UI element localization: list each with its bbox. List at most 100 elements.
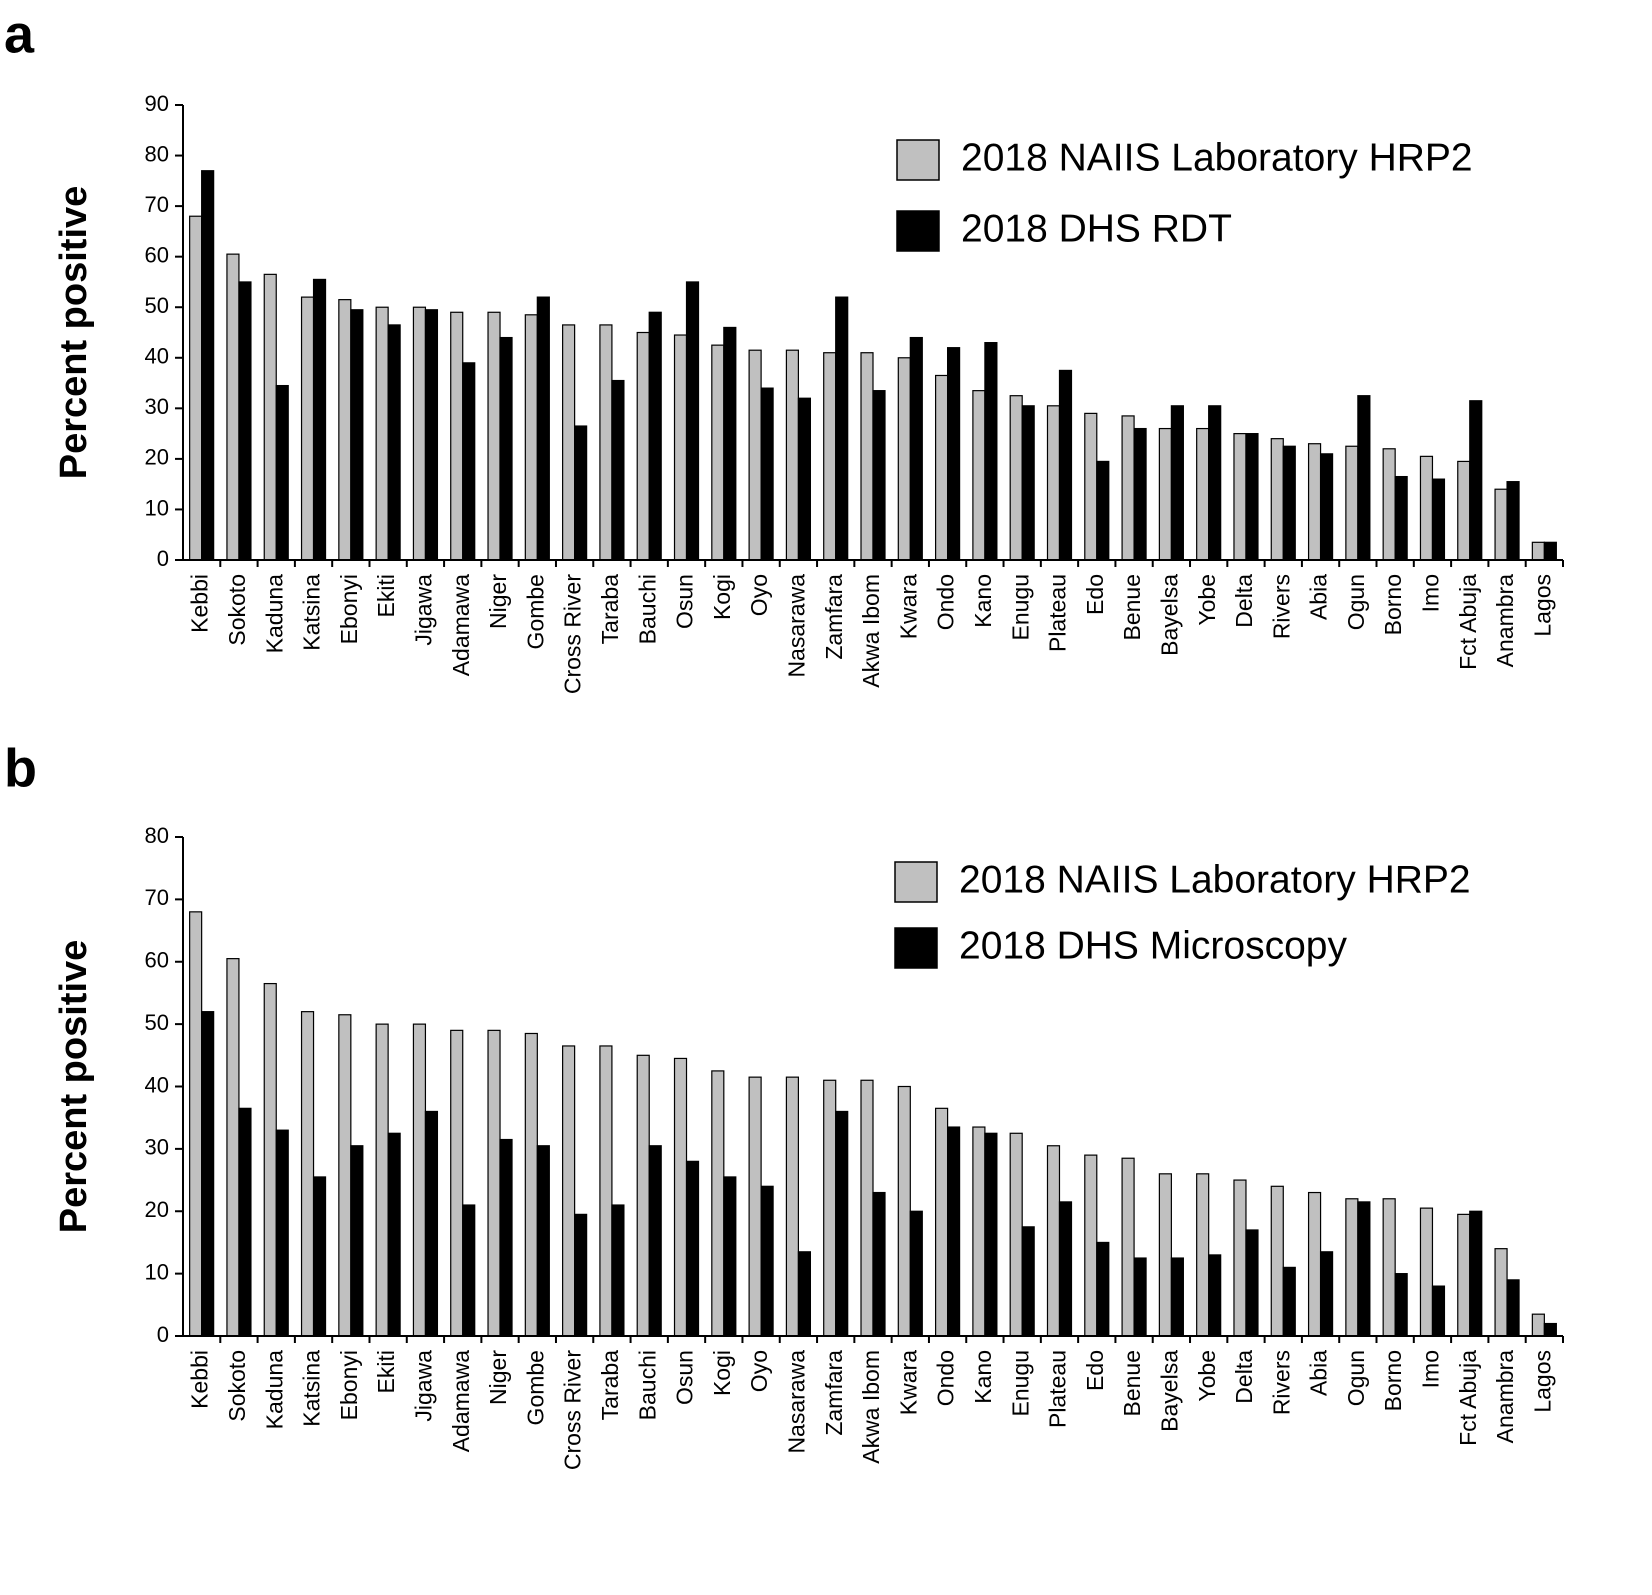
bar bbox=[263, 273, 277, 561]
x-tick-label: Rivers bbox=[1268, 574, 1294, 639]
x-tick-label: Bayelsa bbox=[1156, 574, 1182, 656]
bar bbox=[872, 1191, 886, 1337]
bar bbox=[1457, 460, 1471, 561]
y-tick-label: 60 bbox=[145, 242, 169, 267]
bar bbox=[1009, 395, 1023, 561]
x-tick-label: Gombe bbox=[522, 1350, 548, 1425]
y-tick-label: 10 bbox=[145, 1259, 169, 1284]
bar bbox=[338, 1014, 352, 1337]
x-tick-label: Fct Abuja bbox=[1455, 1350, 1481, 1446]
bar bbox=[1121, 415, 1135, 561]
x-tick-label: Benue bbox=[1119, 1350, 1145, 1417]
bar bbox=[1506, 1279, 1520, 1337]
bar bbox=[797, 397, 812, 561]
bar bbox=[1345, 1198, 1359, 1337]
x-tick-label: Bauchi bbox=[634, 1350, 660, 1420]
bar bbox=[1357, 1201, 1371, 1337]
bar bbox=[1084, 1154, 1098, 1337]
x-tick-label: Ebonyi bbox=[336, 1350, 362, 1420]
y-axis-label: Percent positive bbox=[53, 940, 95, 1234]
bar bbox=[1319, 1251, 1334, 1337]
bar bbox=[648, 311, 662, 561]
bar bbox=[685, 1160, 700, 1337]
x-tick-label: Kaduna bbox=[261, 1350, 287, 1430]
x-tick-label: Cross River bbox=[560, 574, 586, 694]
x-tick-label: Kogi bbox=[709, 574, 735, 620]
bar bbox=[611, 379, 625, 561]
bar bbox=[387, 324, 401, 561]
bar bbox=[1382, 1198, 1396, 1337]
x-tick-label: Adamawa bbox=[448, 574, 474, 676]
panel-label: a bbox=[4, 4, 35, 64]
bar bbox=[599, 1045, 613, 1337]
x-tick-label: Anambra bbox=[1492, 574, 1518, 668]
bar bbox=[1457, 1213, 1471, 1337]
x-tick-label: Delta bbox=[1231, 574, 1257, 628]
x-tick-label: Kano bbox=[970, 1350, 996, 1404]
bar bbox=[574, 1213, 588, 1337]
x-tick-label: Lagos bbox=[1529, 1350, 1555, 1413]
x-tick-label: Akwa Ibom bbox=[858, 1350, 884, 1464]
x-tick-label: Jigawa bbox=[411, 574, 437, 646]
x-tick-label: Yobe bbox=[1194, 574, 1220, 626]
bar bbox=[412, 1023, 427, 1337]
bar bbox=[1543, 541, 1557, 561]
y-tick-label: 0 bbox=[157, 546, 169, 571]
bar bbox=[685, 281, 700, 561]
x-tick-label: Katsina bbox=[299, 574, 325, 651]
x-tick-label: Ekiti bbox=[373, 1350, 399, 1393]
bar bbox=[1245, 1229, 1259, 1337]
bar bbox=[785, 1076, 800, 1337]
bar bbox=[350, 1145, 364, 1337]
x-tick-label: Nasarawa bbox=[783, 1350, 809, 1454]
x-tick-label: Kogi bbox=[709, 1350, 735, 1396]
bar bbox=[1245, 433, 1259, 561]
x-tick-label: Zamfara bbox=[821, 1350, 847, 1436]
bar bbox=[897, 1085, 911, 1337]
bar bbox=[412, 306, 427, 561]
x-tick-label: Kebbi bbox=[187, 1350, 213, 1409]
x-tick-label: Benue bbox=[1119, 574, 1145, 641]
x-tick-label: Delta bbox=[1231, 1350, 1257, 1404]
bar bbox=[226, 958, 240, 1337]
bar bbox=[946, 347, 961, 561]
y-tick-label: 80 bbox=[145, 141, 169, 166]
x-tick-label: Adamawa bbox=[448, 1350, 474, 1452]
x-tick-label: Ekiti bbox=[373, 574, 399, 617]
bar bbox=[574, 425, 588, 561]
bar bbox=[201, 170, 215, 561]
x-tick-label: Niger bbox=[485, 1350, 511, 1405]
bar bbox=[536, 296, 550, 561]
bar bbox=[1307, 1191, 1322, 1337]
x-tick-label: Bayelsa bbox=[1156, 1350, 1182, 1432]
bar bbox=[424, 309, 439, 561]
bar bbox=[1506, 481, 1520, 561]
bar bbox=[648, 1145, 662, 1337]
legend-swatch bbox=[894, 927, 938, 969]
y-tick-label: 40 bbox=[145, 1072, 169, 1097]
bar bbox=[189, 215, 203, 561]
bar bbox=[760, 387, 774, 561]
x-tick-label: Taraba bbox=[597, 1350, 623, 1421]
bar bbox=[872, 390, 886, 561]
y-tick-label: 50 bbox=[145, 293, 169, 318]
bar bbox=[1133, 1257, 1147, 1337]
x-tick-label: Osun bbox=[672, 574, 698, 629]
bar bbox=[1233, 433, 1247, 561]
bar bbox=[499, 336, 513, 561]
bar bbox=[1158, 427, 1172, 561]
x-tick-label: Abia bbox=[1306, 574, 1332, 620]
bar bbox=[823, 1079, 837, 1337]
legend-label: 2018 DHS RDT bbox=[961, 207, 1232, 250]
bar bbox=[462, 1204, 476, 1337]
x-tick-label: Sokoto bbox=[224, 574, 250, 646]
bar bbox=[275, 1129, 289, 1337]
bar bbox=[673, 334, 688, 561]
x-tick-label: Niger bbox=[485, 574, 511, 629]
bar bbox=[275, 384, 289, 561]
bar bbox=[536, 1145, 550, 1337]
bar bbox=[1196, 1173, 1210, 1337]
panel-label: b bbox=[4, 738, 37, 798]
bar bbox=[424, 1110, 439, 1337]
